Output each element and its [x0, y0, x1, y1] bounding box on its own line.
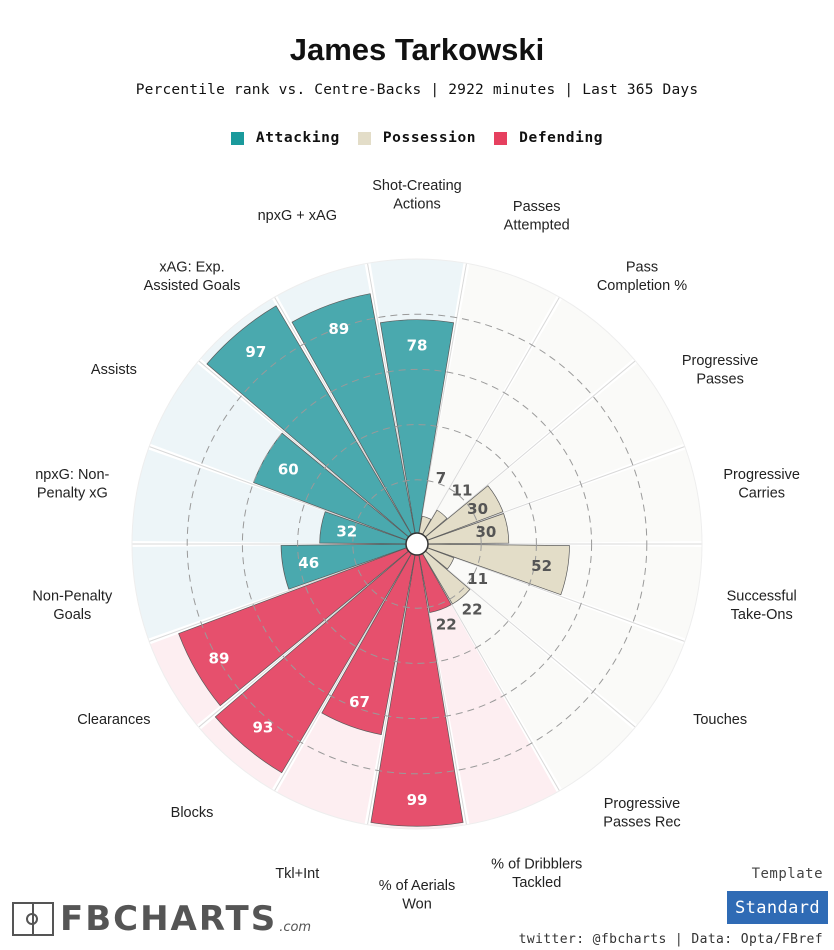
- radial-gridline: [274, 296, 413, 537]
- template-badge: Standard: [727, 891, 828, 924]
- radial-gridline: [367, 263, 416, 536]
- value-label-blocks: 93: [252, 719, 273, 737]
- value-label-progressive-carries: 30: [475, 523, 496, 541]
- legend-swatch-defending: [494, 131, 508, 145]
- metric-label-of-dribblers-tackled: % of Dribblers Tackled: [491, 857, 582, 892]
- value-label-touches: 11: [467, 570, 488, 588]
- metric-label-progressive-passes-rec: Progressive Passes Rec: [603, 796, 680, 831]
- metric-label-clearances: Clearances: [77, 712, 150, 728]
- outer-ring: [131, 258, 703, 830]
- pitch-icon: [12, 902, 54, 936]
- radial-gridline: [418, 263, 467, 536]
- legend-label-possession: Possession: [382, 130, 477, 146]
- value-label-pass-completion: 11: [452, 481, 473, 499]
- radial-gridline: [425, 546, 685, 642]
- value-label-assists: 60: [278, 461, 299, 479]
- metric-label-shot-creating-actions: Shot-Creating Actions: [372, 178, 461, 213]
- legend-item-defending: Defending: [494, 130, 603, 146]
- brand-tld: .com: [279, 920, 312, 935]
- brand-logo: FBCHARTS .com: [12, 902, 311, 936]
- legend: Attacking Possession Defending: [0, 130, 834, 146]
- legend-item-attacking: Attacking: [230, 130, 340, 146]
- legend-swatch-possession: [357, 131, 371, 145]
- value-label-shot-creating-actions: 78: [407, 337, 428, 355]
- radial-gridline: [149, 546, 409, 642]
- value-label-tkl-int: 67: [349, 693, 370, 711]
- value-label-progressive-passes: 30: [467, 500, 488, 518]
- legend-swatch-attacking: [230, 131, 244, 145]
- gridline-circle-80: [186, 313, 648, 775]
- gridline-circle-40: [297, 424, 537, 664]
- value-label-of-aerials-won: 99: [407, 791, 428, 809]
- radial-gridline: [421, 296, 560, 537]
- radial-gridline: [423, 360, 636, 539]
- radial-gridline: [198, 549, 411, 728]
- value-label-clearances: 89: [209, 649, 230, 667]
- metric-label-successful-take-ons: Successful Take-Ons: [727, 589, 797, 624]
- metric-label-passes-attempted: Passes Attempted: [504, 199, 570, 234]
- metric-label-pass-completion: Pass Completion %: [597, 260, 687, 295]
- radial-gridline: [367, 552, 416, 825]
- radial-gridline: [425, 446, 685, 542]
- radial-gridline: [198, 360, 411, 539]
- chart-title: James Tarkowski: [289, 32, 545, 67]
- bg-wedge-passes-attempted: [418, 263, 557, 537]
- metric-label-non-penalty-goals: Non-Penalty Goals: [32, 589, 113, 624]
- value-label-xag-exp-assisted-goals: 97: [245, 343, 266, 361]
- value-label-non-penalty-goals: 46: [298, 554, 319, 572]
- legend-label-attacking: Attacking: [255, 130, 340, 146]
- chart-subtitle: Percentile rank vs. Centre-Backs | 2922 …: [135, 82, 699, 98]
- value-label-successful-take-ons: 52: [531, 557, 552, 575]
- radial-gridline: [418, 552, 467, 825]
- data-credit: twitter: @fbcharts | Data: Opta/FBref: [518, 932, 823, 947]
- metric-label-npxg-non-penalty-xg: npxG: Non-Penalty xG: [35, 467, 109, 502]
- center-hole: [405, 532, 429, 556]
- value-label-of-dribblers-tackled: 22: [436, 616, 457, 634]
- radial-gridline: [423, 549, 636, 728]
- bg-wedge-touches: [423, 547, 684, 725]
- metric-label-progressive-passes: Progressive Passes: [682, 353, 759, 388]
- metric-label-assists: Assists: [91, 362, 137, 378]
- bg-wedge-progressive-passes-rec: [421, 549, 634, 790]
- brand-name: FBCHARTS: [60, 899, 278, 939]
- gridline-circle-60: [241, 368, 593, 720]
- metric-label-touches: Touches: [693, 712, 747, 728]
- metric-label-progressive-carries: Progressive Carries: [723, 467, 800, 502]
- gridline-circle-20: [352, 479, 482, 609]
- legend-item-possession: Possession: [357, 130, 477, 146]
- bg-wedge-pass-completion: [421, 298, 634, 539]
- radial-gridline: [421, 551, 560, 792]
- value-label-progressive-passes-rec: 22: [462, 601, 483, 619]
- legend-label-defending: Defending: [519, 130, 604, 146]
- template-label: Template: [751, 866, 823, 882]
- radial-gridline: [149, 446, 409, 542]
- bg-wedge-of-dribblers-tackled: [418, 551, 557, 825]
- value-label-passes-attempted: 7: [436, 469, 446, 487]
- metric-label-of-aerials-won: % of Aerials Won: [379, 878, 456, 913]
- metric-label-blocks: Blocks: [171, 805, 214, 821]
- metric-label-npxg-xag: npxG + xAG: [258, 208, 337, 224]
- value-label-npxg-xag: 89: [328, 320, 349, 338]
- metric-label-xag-exp-assisted-goals: xAG: Exp. Assisted Goals: [144, 260, 241, 295]
- value-label-npxg-non-penalty-xg: 32: [336, 523, 357, 541]
- metric-label-tkl-int: Tkl+Int: [275, 866, 319, 882]
- radial-gridline: [274, 551, 413, 792]
